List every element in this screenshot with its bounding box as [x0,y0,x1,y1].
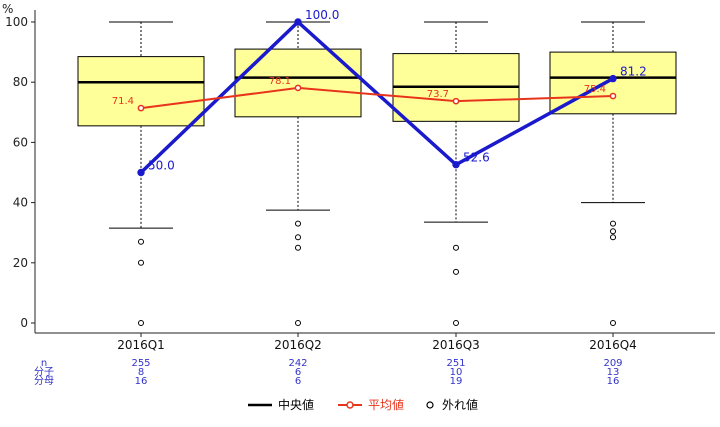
outlier-point [138,259,144,266]
stat-value: 242 [288,358,307,369]
mean-series-point [137,104,145,112]
rate-series-label: 100.0 [305,8,339,22]
rate-series-point [294,18,302,26]
rate-series-point [609,74,617,83]
y-tick-label: 60 [13,135,28,149]
mean-series-label: 71.4 [112,96,134,107]
x-tick-label: 2016Q4 [589,338,637,352]
mean-series-point [294,84,302,92]
stat-value: 16 [607,376,620,387]
rate-series-label: 52.6 [463,151,490,165]
x-tick-label: 2016Q2 [274,338,322,352]
mean-series-line [140,86,614,110]
mean-series-label: 73.7 [427,89,449,100]
stat-row-label: 分母 [34,375,54,387]
legend-mean-label: 平均値 [368,397,404,412]
stat-value: 19 [450,376,463,387]
mean-series-point [609,92,617,100]
y-tick-label: 20 [13,256,28,270]
legend-median-label: 中央値 [278,397,314,412]
stat-value: 13 [607,367,620,378]
legend-mean-swatch-point [346,401,354,409]
mean-series-label: 75.4 [584,84,606,95]
outlier-point [295,220,301,227]
y-tick-label: 80 [13,75,28,89]
outlier-point [138,238,144,245]
y-tick-label: 100 [5,15,28,29]
legend-outlier-swatch [426,401,434,409]
outlier-point [610,220,616,227]
stat-value: 8 [138,367,144,378]
outlier-point [295,320,301,326]
rate-series-label: 81.2 [620,65,647,79]
rate-series-label: 50.0 [148,159,175,173]
stat-value: 6 [295,376,301,387]
iqr-box [77,56,205,127]
stat-row-label: 分子 [34,366,54,378]
outlier-point [610,234,616,241]
x-tick-label: 2016Q3 [432,338,480,352]
rate-series-line [139,19,614,174]
rate-series-point [452,160,460,169]
outlier-point [610,320,616,326]
stat-value: 16 [135,376,148,387]
mean-series-label: 78.1 [269,76,291,87]
outlier-point [295,234,301,241]
iqr-box [234,48,362,118]
stat-value: 10 [450,367,463,378]
mean-series-point [452,97,460,105]
stat-value: 255 [131,358,150,369]
y-tick-label: 0 [20,316,28,330]
outlier-point [453,320,459,326]
stat-row-label: n [41,358,47,369]
y-tick-label: 40 [13,196,28,210]
outlier-point [453,268,459,275]
outlier-point [295,244,301,251]
outlier-point [138,320,144,326]
x-tick-label: 2016Q1 [117,338,165,352]
y-unit-label: % [2,2,13,16]
legend-outlier-label: 外れ値 [442,397,478,412]
stat-value: 6 [295,367,301,378]
stat-value: 209 [603,358,622,369]
outlier-point [453,244,459,251]
outlier-point [610,228,616,235]
rate-series-point [137,168,145,177]
stat-value: 251 [446,358,465,369]
